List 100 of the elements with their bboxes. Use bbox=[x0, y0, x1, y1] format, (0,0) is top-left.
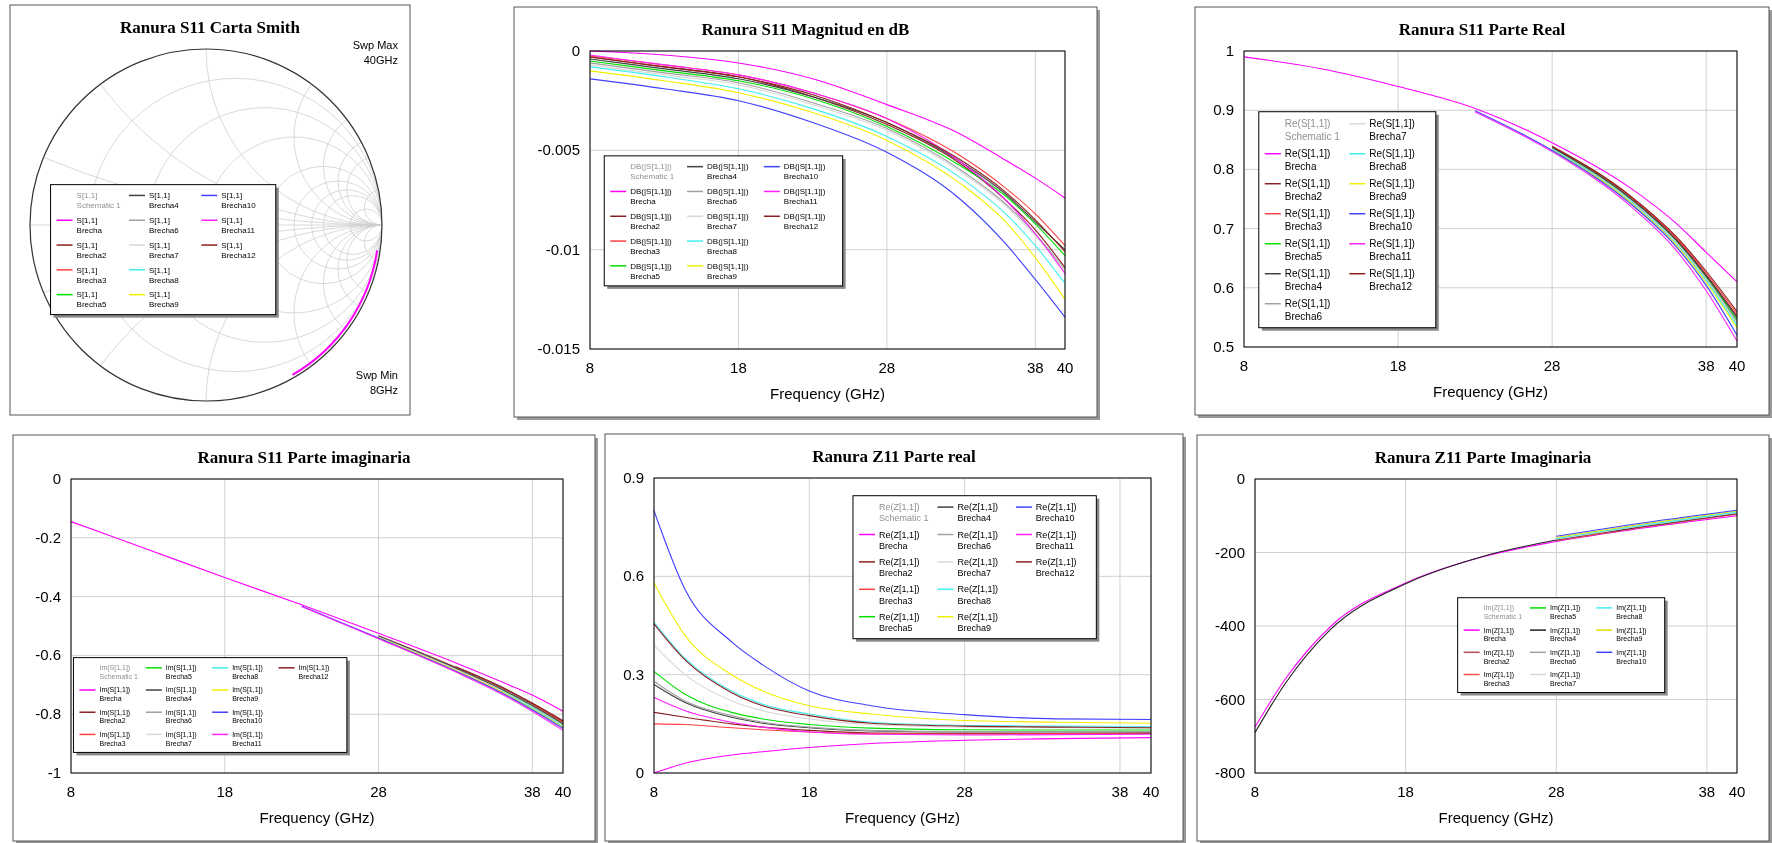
x-axis-title: Frequency (GHz) bbox=[769, 385, 886, 402]
legend-label: DB(|S[1,1]|) Brecha7 bbox=[707, 212, 749, 232]
x-tick-label: 8 bbox=[1250, 783, 1260, 800]
legend-label: Re(S[1,1]) Brecha12 bbox=[1369, 268, 1415, 292]
legend-label: Re(S[1,1]) Schematic 1 bbox=[1284, 118, 1341, 142]
x-tick-label: 40 bbox=[1728, 357, 1746, 374]
legend-label: Re(S[1,1]) Brecha10 bbox=[1369, 208, 1415, 232]
x-tick-label: 38 bbox=[1697, 357, 1715, 374]
x-tick-label: 18 bbox=[1397, 783, 1414, 800]
x-tick-label: 8 bbox=[66, 783, 76, 800]
legend-label: Re(Z[1,1]) Brecha10 bbox=[1035, 502, 1077, 524]
y-tick-label: 0 bbox=[1236, 470, 1245, 487]
legend-label: DB(|S[1,1]|) Brecha3 bbox=[630, 236, 673, 256]
legend-label: S[1,1] Brecha10 bbox=[221, 191, 257, 211]
legend-label: Re(Z[1,1]) Brecha5 bbox=[878, 611, 920, 634]
y-tick-label: -1 bbox=[47, 764, 61, 781]
legend-label: S[1,1] Brecha2 bbox=[76, 240, 107, 260]
y-tick-label: 0.3 bbox=[623, 665, 644, 683]
legend-label: DB(|S[1,1]|) Brecha9 bbox=[707, 261, 749, 281]
x-tick-label: 38 bbox=[1698, 783, 1716, 800]
legend-label: Re(Z[1,1]) Brecha6 bbox=[957, 529, 998, 551]
x-tick-label: 8 bbox=[649, 783, 659, 800]
legend-label: S[1,1] Brecha8 bbox=[148, 265, 180, 285]
legend-label: Re(Z[1,1]) Brecha bbox=[878, 529, 920, 551]
legend-label: DB(|S[1,1]|) Brecha2 bbox=[630, 212, 673, 232]
legend-label: S[1,1] Brecha7 bbox=[148, 240, 180, 260]
legend-label: Re(S[1,1]) Brecha bbox=[1284, 148, 1331, 172]
legend-label: Re(Z[1,1]) Brecha12 bbox=[1035, 557, 1077, 579]
x-axis-title: Frequency (GHz) bbox=[844, 809, 961, 826]
legend-label: S[1,1] Brecha9 bbox=[148, 290, 180, 310]
legend-label: Re(S[1,1]) Brecha2 bbox=[1284, 178, 1331, 202]
y-tick-label: 0 bbox=[635, 764, 644, 781]
chart-title: Ranura S11 Magnitud en dB bbox=[701, 20, 910, 39]
x-tick-label: 28 bbox=[878, 359, 896, 376]
legend-label: S[1,1] Schematic 1 bbox=[76, 191, 122, 211]
legend-label: Re(S[1,1]) Brecha3 bbox=[1284, 208, 1331, 232]
x-tick-label: 18 bbox=[216, 783, 234, 800]
y-tick-label: -400 bbox=[1214, 617, 1245, 634]
x-axis-title: Frequency (GHz) bbox=[1438, 809, 1554, 826]
legend-label: Re(Z[1,1]) Brecha8 bbox=[957, 584, 998, 606]
legend-label: Re(S[1,1]) Brecha11 bbox=[1369, 238, 1415, 262]
legend-label: Re(Z[1,1]) Brecha11 bbox=[1035, 529, 1077, 551]
y-tick-label: 0.9 bbox=[623, 469, 644, 486]
y-tick-label: 0 bbox=[52, 470, 61, 487]
y-tick-label: 1 bbox=[1225, 42, 1234, 59]
x-tick-label: 18 bbox=[730, 359, 747, 376]
text: Swp Max 40GHz bbox=[352, 39, 399, 66]
legend-label: DB(|S[1,1]|) Brecha6 bbox=[707, 187, 749, 207]
y-tick-label: -0.005 bbox=[537, 141, 580, 159]
x-tick-label: 8 bbox=[1239, 357, 1249, 374]
legend-label: Re(S[1,1]) Brecha5 bbox=[1284, 238, 1331, 262]
chart-title: Ranura S11 Parte imaginaria bbox=[197, 448, 411, 467]
legend-label: DB(|S[1,1]|) Brecha5 bbox=[630, 261, 673, 281]
x-axis-title: Frequency (GHz) bbox=[259, 809, 375, 826]
y-tick-label: -0.015 bbox=[537, 340, 580, 357]
legend-label: DB(|S[1,1]|) Schematic 1 bbox=[630, 162, 675, 182]
y-tick-label: -0.2 bbox=[35, 528, 61, 546]
legend-label: Re(Z[1,1]) Brecha3 bbox=[878, 584, 920, 606]
y-tick-label: -200 bbox=[1214, 543, 1245, 561]
legend-label: DB(|S[1,1]|) Brecha bbox=[630, 187, 673, 207]
x-tick-label: 38 bbox=[523, 783, 541, 800]
x-tick-label: 28 bbox=[1547, 783, 1565, 800]
legend-label: Re(S[1,1]) Brecha4 bbox=[1284, 268, 1331, 292]
legend-label: S[1,1] Brecha5 bbox=[76, 290, 107, 310]
x-tick-label: 8 bbox=[585, 359, 595, 376]
y-tick-label: 0.9 bbox=[1213, 101, 1234, 119]
chart-title: Ranura Z11 Parte real bbox=[812, 447, 977, 466]
y-tick-label: -800 bbox=[1214, 764, 1245, 781]
y-tick-label: 0 bbox=[571, 42, 580, 59]
legend-label: Re(Z[1,1]) Brecha7 bbox=[957, 557, 998, 579]
legend-label: DB(|S[1,1]|) Brecha12 bbox=[783, 212, 826, 232]
x-tick-label: 40 bbox=[1728, 783, 1746, 800]
x-tick-label: 40 bbox=[554, 783, 572, 800]
y-tick-label: -600 bbox=[1214, 690, 1245, 708]
x-tick-label: 40 bbox=[1142, 783, 1160, 800]
legend-label: Re(S[1,1]) Brecha6 bbox=[1284, 298, 1331, 322]
chart-title: Ranura Z11 Parte Imaginaria bbox=[1374, 448, 1592, 467]
legend-label: Re(Z[1,1]) Brecha2 bbox=[878, 557, 920, 579]
legend-label: DB(|S[1,1]|) Brecha8 bbox=[707, 236, 749, 256]
legend-label: Re(S[1,1]) Brecha7 bbox=[1369, 118, 1415, 142]
y-tick-label: 0.8 bbox=[1213, 160, 1234, 178]
legend-label: S[1,1] Brecha bbox=[76, 216, 103, 236]
y-tick-label: -0.8 bbox=[35, 705, 61, 723]
x-tick-label: 28 bbox=[1543, 357, 1561, 374]
legend-label: DB(|S[1,1]|) Brecha4 bbox=[707, 162, 749, 182]
y-tick-label: -0.6 bbox=[35, 646, 61, 664]
legend-label: Re(Z[1,1]) Brecha9 bbox=[957, 611, 998, 634]
chart-title: Ranura S11 Parte Real bbox=[1398, 20, 1566, 39]
legend-label: Re(Z[1,1]) Brecha4 bbox=[957, 502, 998, 524]
x-tick-label: 40 bbox=[1056, 359, 1074, 376]
legend-label: S[1,1] Brecha11 bbox=[221, 216, 256, 236]
legend-label: DB(|S[1,1]|) Brecha10 bbox=[783, 162, 826, 182]
x-tick-label: 18 bbox=[1389, 357, 1407, 374]
legend-label: Re(S[1,1]) Brecha8 bbox=[1369, 148, 1415, 172]
x-tick-label: 18 bbox=[800, 783, 818, 800]
legend-label: S[1,1] Brecha6 bbox=[148, 216, 180, 236]
y-tick-label: 0.6 bbox=[1213, 278, 1234, 296]
x-tick-label: 28 bbox=[956, 783, 973, 800]
y-tick-label: -0.01 bbox=[545, 240, 580, 258]
y-tick-label: 0.6 bbox=[623, 567, 644, 585]
